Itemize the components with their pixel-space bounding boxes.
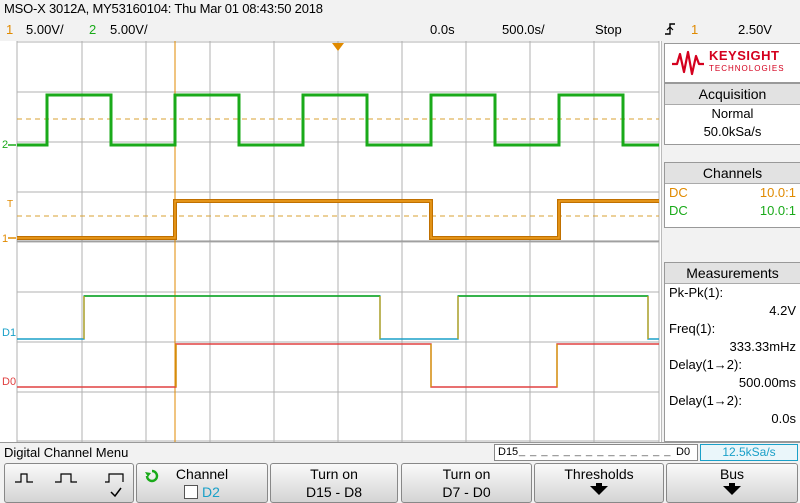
digital-sample-rate: 12.5kSa/s [700, 444, 798, 461]
turn-on-d15-d8-softkey[interactable]: Turn on D15 - D8 [270, 463, 398, 503]
waveform-graticule: 2 1 T D1 D0 [2, 41, 660, 442]
measurement-label: Delay(1→2): [669, 393, 742, 408]
pulse-medium-icon [55, 473, 77, 483]
window-title: MSO-X 3012A, MY53160104: Thu Mar 01 08:4… [4, 1, 323, 16]
digital-range-indicator: D15 _ _ _ _ _ _ _ _ _ _ _ _ _ _ D0 [494, 444, 698, 461]
measurement-value: 333.33mHz [729, 339, 796, 354]
channel-value-row: D2 [137, 484, 267, 500]
channel-row-2: DC 10.0:1 [669, 203, 796, 218]
ch2-number[interactable]: 2 [89, 22, 97, 37]
acq-mode: Normal [711, 106, 754, 121]
logo-brand: KEYSIGHT [709, 48, 780, 63]
d0-label: D0 [2, 376, 16, 388]
softkey-bar: Channel D2 Turn on D15 - D8 Turn on D7 -… [0, 461, 800, 503]
ch2-waveform [17, 93, 659, 147]
threshold-shape-softkey[interactable] [4, 463, 134, 503]
channels-header: Channels [665, 163, 800, 184]
time-reference-marker [332, 43, 344, 51]
menu-name: Digital Channel Menu [4, 445, 129, 460]
channel-value: D2 [201, 484, 220, 500]
status-bar: Digital Channel Menu D15 _ _ _ _ _ _ _ _… [0, 442, 800, 461]
ch1-scale[interactable]: 5.00V/ [26, 22, 64, 37]
trigger-edge-icon [664, 22, 676, 39]
thresholds-softkey[interactable]: Thresholds [534, 463, 664, 503]
trigger-source[interactable]: 1 [691, 22, 699, 37]
ch1-number[interactable]: 1 [6, 22, 14, 37]
channel-softkey[interactable]: Channel D2 [136, 463, 268, 503]
acq-rate: 50.0kSa/s [703, 124, 762, 139]
turn-on-label: Turn on [310, 466, 358, 482]
time-scale[interactable]: 500.0s/ [502, 22, 545, 37]
bus-label: Bus [719, 466, 745, 482]
ch2-ground-marker: 2 [2, 139, 8, 151]
submenu-arrow-icon [596, 483, 602, 487]
channel-label: Channel [175, 466, 229, 482]
bus-softkey[interactable]: Bus [666, 463, 798, 503]
turn-on-value: D7 - D0 [442, 484, 491, 500]
keysight-wave-icon [672, 50, 704, 76]
channels-box[interactable]: Channels DC 10.0:1 DC 10.0:1 [664, 162, 800, 228]
scale-bar: 1 5.00V/ 2 5.00V/ 0.0s 500.0s/ Stop 1 2.… [0, 19, 800, 41]
turn-on-d7-d0-softkey[interactable]: Turn on D7 - D0 [401, 463, 532, 503]
measurement-label: Pk-Pk(1): [669, 285, 724, 300]
acquisition-box[interactable]: Acquisition Normal 50.0kSa/s [664, 83, 800, 145]
run-state[interactable]: Stop [595, 22, 622, 37]
pulse-wide-icon [105, 473, 124, 483]
measurements-box[interactable]: Measurements Pk-Pk(1): 4.2V Freq(1): 333… [664, 262, 800, 442]
thresholds-label: Thresholds [564, 466, 634, 482]
pulse-narrow-icon [15, 473, 33, 483]
ch1-ground-marker: 1 [2, 233, 8, 245]
channel-row-1: DC 10.0:1 [669, 185, 796, 200]
logo-sub: TECHNOLOGIES [709, 64, 785, 73]
keysight-logo: KEYSIGHT TECHNOLOGIES [664, 43, 800, 83]
trigger-level[interactable]: 2.50V [738, 22, 772, 37]
measurement-value: 500.00ms [738, 375, 796, 390]
check-icon [110, 487, 122, 498]
waveform-display[interactable]: 2 1 T D1 D0 [0, 41, 661, 442]
submenu-arrow-icon [729, 483, 735, 487]
turn-on-label: Turn on [442, 466, 491, 482]
measurement-value: 4.2V [769, 303, 796, 318]
trigger-level-marker: T [7, 199, 13, 210]
acquisition-header: Acquisition [665, 84, 800, 105]
ch2-scale[interactable]: 5.00V/ [110, 22, 148, 37]
time-delay[interactable]: 0.0s [430, 22, 455, 37]
grid-lines [16, 41, 660, 442]
d1-label: D1 [2, 327, 16, 339]
measurements-header: Measurements [665, 263, 800, 284]
rotate-knob-icon [145, 469, 159, 483]
side-panel: KEYSIGHT TECHNOLOGIES Acquisition Normal… [661, 41, 800, 442]
measurement-label: Freq(1): [669, 321, 716, 336]
measurement-label: Delay(1→2): [669, 357, 742, 372]
turn-on-value: D15 - D8 [305, 484, 363, 500]
measurement-value: 0.0s [771, 411, 796, 426]
channel-checkbox[interactable] [184, 485, 199, 499]
